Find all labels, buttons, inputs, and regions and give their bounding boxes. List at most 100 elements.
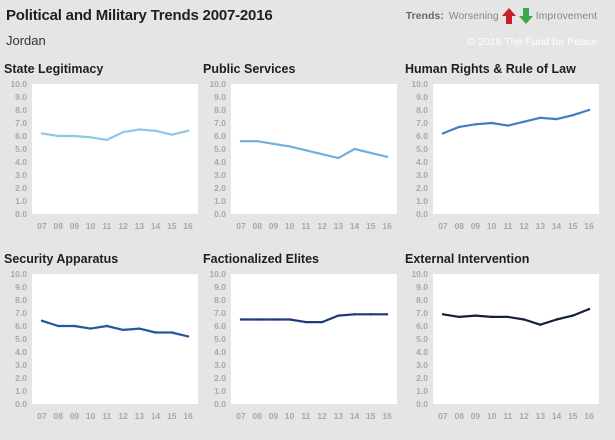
- x-tick-label: 13: [536, 221, 546, 231]
- data-point: [320, 153, 324, 156]
- x-tick-label: 09: [471, 221, 481, 231]
- x-tick-label: 07: [37, 411, 47, 421]
- data-point: [186, 129, 190, 132]
- x-tick-label: 14: [151, 411, 161, 421]
- data-point: [239, 140, 243, 143]
- country-subtitle: Jordan: [6, 33, 46, 48]
- data-point: [353, 313, 356, 316]
- data-point: [353, 147, 356, 151]
- data-point: [571, 114, 574, 117]
- x-tick-label: 09: [471, 411, 481, 421]
- chart-panel-state-legitimacy: State Legitimacy 0.0 1.0 2.0 3.0 4.0 5.0 6.0 7.…: [4, 62, 204, 242]
- y-tick-label: 1.0: [416, 386, 428, 396]
- x-tick-label: 07: [236, 411, 246, 421]
- x-tick-label: 14: [350, 411, 360, 421]
- legend-worsening-label: Worsening: [448, 10, 499, 22]
- x-tick-label: 07: [438, 411, 448, 421]
- x-tick-label: 12: [519, 221, 529, 231]
- y-tick-label: 1.0: [15, 386, 27, 396]
- data-point: [138, 327, 141, 330]
- y-tick-label: 0.0: [214, 399, 226, 409]
- x-tick-label: 16: [584, 221, 594, 231]
- y-tick-label: 4.0: [214, 347, 226, 357]
- chart-title: Public Services: [203, 62, 296, 76]
- line-chart-human-rights: 0.0 1.0 2.0 3.0 4.0 5.0 6.0 7.0 8.0 9.0 10.0 07 08 09…: [411, 79, 599, 231]
- data-point: [522, 318, 526, 321]
- x-tick-label: 10: [487, 221, 497, 231]
- x-tick-label: 08: [454, 221, 464, 231]
- data-point: [288, 145, 291, 148]
- y-tick-label: 8.0: [416, 105, 428, 115]
- y-tick-label: 7.0: [15, 308, 27, 318]
- data-point: [170, 331, 173, 334]
- legend-improvement-label: Improvement: [535, 10, 597, 22]
- data-point: [385, 313, 389, 316]
- y-tick-label: 9.0: [15, 92, 27, 102]
- series-line: [40, 319, 190, 338]
- data-point: [256, 140, 259, 143]
- x-tick-label: 15: [366, 411, 376, 421]
- x-tick-label: 11: [301, 411, 310, 421]
- trend-legend: Trends: Worsening Improvement: [406, 8, 597, 24]
- x-tick-label: 11: [503, 221, 512, 231]
- data-point: [154, 331, 157, 334]
- data-point: [539, 116, 542, 119]
- y-tick-label: 5.0: [15, 144, 27, 154]
- y-tick-label: 2.0: [416, 183, 428, 193]
- x-tick-label: 11: [301, 221, 310, 231]
- y-tick-label: 9.0: [214, 92, 226, 102]
- x-tick-label: 13: [135, 221, 145, 231]
- y-tick-label: 5.0: [416, 144, 428, 154]
- x-tick-label: 14: [151, 221, 161, 231]
- y-tick-label: 6.0: [416, 131, 428, 141]
- x-tick-label: 08: [252, 411, 262, 421]
- x-tick-label: 09: [70, 221, 80, 231]
- legend-label: Trends:: [405, 10, 444, 22]
- x-tick-label: 12: [519, 411, 529, 421]
- x-tick-label: 12: [317, 221, 327, 231]
- x-tick-label: 09: [269, 221, 279, 231]
- copyright-notice: © 2016 The Fund for Peace: [467, 36, 597, 48]
- y-tick-label: 1.0: [214, 196, 226, 206]
- plot-area: [231, 274, 397, 404]
- data-point: [458, 125, 461, 129]
- x-tick-label: 10: [285, 221, 295, 231]
- data-point: [170, 133, 173, 136]
- data-point: [385, 155, 389, 158]
- x-tick-label: 10: [86, 221, 96, 231]
- y-tick-label: 3.0: [416, 170, 428, 180]
- y-tick-label: 0.0: [416, 209, 428, 219]
- data-point: [337, 156, 340, 160]
- data-point: [474, 123, 477, 126]
- x-tick-label: 08: [454, 411, 464, 421]
- y-tick-label: 6.0: [15, 131, 27, 141]
- improvement-arrow-icon: [518, 8, 533, 24]
- y-tick-label: 2.0: [214, 183, 226, 193]
- series-line: [441, 108, 591, 135]
- data-point: [40, 319, 44, 322]
- data-point: [369, 151, 372, 155]
- x-tick-label: 12: [118, 411, 128, 421]
- x-tick-label: 09: [70, 411, 80, 421]
- data-point: [441, 313, 445, 316]
- y-tick-label: 7.0: [416, 118, 428, 128]
- data-point: [506, 315, 510, 319]
- x-tick-label: 08: [53, 411, 63, 421]
- x-tick-label: 14: [552, 221, 562, 231]
- y-tick-label: 1.0: [15, 196, 27, 206]
- y-tick-label: 10.0: [209, 269, 226, 279]
- y-tick-label: 4.0: [416, 157, 428, 167]
- data-point: [304, 320, 308, 324]
- x-tick-label: 10: [487, 411, 497, 421]
- x-tick-label: 15: [568, 411, 578, 421]
- x-tick-label: 15: [366, 221, 376, 231]
- x-tick-label: 16: [382, 411, 392, 421]
- page-title: Political and Military Trends 2007-2016: [6, 7, 273, 24]
- y-tick-label: 8.0: [15, 295, 27, 305]
- x-tick-label: 10: [86, 411, 96, 421]
- x-tick-label: 16: [584, 411, 594, 421]
- y-tick-label: 10.0: [209, 79, 226, 89]
- line-chart-factionalized-elites: 0.0 1.0 2.0 3.0 4.0 5.0 6.0 7.0 8.0 9.0 10.0 07 08 09…: [209, 269, 397, 421]
- x-tick-label: 08: [53, 221, 63, 231]
- y-tick-label: 3.0: [15, 360, 27, 370]
